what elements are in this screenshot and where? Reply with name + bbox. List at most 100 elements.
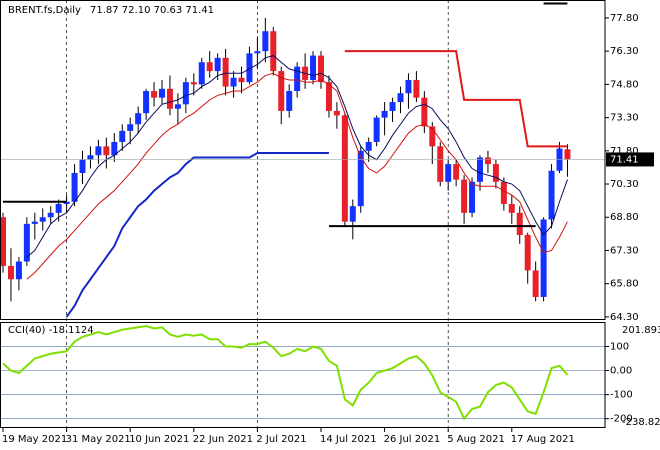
candle-body [333,110,340,116]
candle-body [477,157,483,182]
candle-body [95,146,102,156]
y-tick-label: 71.80 [610,146,639,157]
y-tick-label: -100 [610,390,633,401]
candle-body [55,203,62,213]
candle-body [63,201,70,204]
candle-body [357,150,364,207]
x-tick-label: 5 Aug 2021 [447,434,505,445]
x-tick-label: 22 Jun 2021 [193,434,253,445]
cci-min-label: -238.825 [622,417,660,428]
x-tick-label: 26 Jul 2021 [384,434,441,445]
candle-body [405,79,412,94]
candle-body [238,77,245,83]
cci-max-label: 201.8937 [622,325,660,336]
x-tick-label: 2 Jul 2021 [256,434,306,445]
candle-body [429,126,436,147]
candle-body [198,62,205,85]
y-tick-label: 65.80 [610,279,639,290]
candle-body [31,221,38,224]
last-price-label: 71.41 [610,154,639,165]
candle-body [469,181,476,213]
candle-body [548,170,555,220]
candle-body [421,97,428,127]
chart-title: BRENT.fs,Daily [8,5,81,16]
last-price-box [606,152,654,167]
candle-body [270,31,277,72]
candle-body [294,66,301,92]
candle-body [119,130,126,142]
candle-body [389,102,396,111]
candle-body [508,203,515,213]
indicator-line [344,50,568,148]
candle-body [286,91,293,111]
candle-body [516,212,523,235]
candle-body [413,79,420,98]
candle-body [214,57,221,72]
candle-body [453,164,460,180]
candle-body [492,164,499,182]
candle-body [103,146,110,156]
candle-body [71,172,78,202]
candle-body [23,223,30,262]
y-tick-label: 70.30 [610,179,639,190]
candle-body [111,141,118,156]
candle-body [39,217,46,222]
indicator-line [65,152,329,318]
panel-frame [0,0,606,320]
y-tick-label: 67.30 [610,245,639,256]
x-tick-label: 17 Aug 2021 [511,434,575,445]
candle-body [151,91,158,98]
indicator-line [26,55,568,258]
candle-body [341,115,348,222]
y-tick-label: -200 [610,414,633,425]
candle-body [532,270,539,297]
y-tick-label: 0.00 [610,366,632,377]
candle-body [500,181,507,204]
indicator-line [2,325,569,421]
y-tick-label: 77.80 [610,13,639,24]
y-tick-label: 74.80 [610,79,639,90]
candle-body [484,157,491,165]
candle-body [397,93,404,103]
candle-body [222,57,229,87]
ohlc-label: 71.87 72.10 70.63 71.41 [90,5,214,16]
candle-body [318,55,324,83]
candle-body [159,88,165,98]
candle-body [190,82,197,85]
candle-body [206,62,213,72]
x-tick-label: 14 Jul 2021 [320,434,377,445]
x-tick-label: 10 Jun 2021 [129,434,189,445]
candle-body [182,82,189,105]
candle-body [135,113,142,125]
candle-body [15,261,22,280]
candle-body [254,51,261,54]
y-tick-label: 68.80 [610,212,639,223]
candle-body [166,88,173,109]
y-tick-label: 73.30 [610,113,639,124]
candle-body [79,159,86,173]
y-tick-label: 64.30 [610,312,639,323]
candle-body [262,31,269,52]
candle-body [278,71,285,111]
candle-body [349,206,356,222]
candle-body [524,234,531,271]
panel-frame [0,322,606,428]
candle-body [365,141,372,151]
indicator-title: CCI(40) -18.1124 [8,325,94,336]
candle-body [47,212,54,218]
candle-body [7,265,14,280]
x-tick-label: 31 May 2021 [66,434,131,445]
candle-body [310,55,317,80]
candle-body [230,77,237,87]
y-tick-label: 100 [610,342,629,353]
y-tick-label: 76.30 [610,46,639,57]
candle-body [564,149,571,160]
indicator-line [26,72,568,280]
candle-body [445,164,452,182]
candle-body [437,146,444,182]
candle-body [127,124,134,131]
candle-body [540,219,547,297]
candle-body [461,179,468,213]
